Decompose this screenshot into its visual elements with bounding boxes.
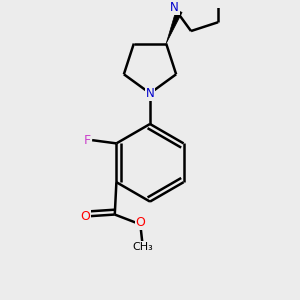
Text: O: O xyxy=(136,216,146,229)
Text: CH₃: CH₃ xyxy=(132,242,153,252)
Text: N: N xyxy=(146,87,154,100)
Polygon shape xyxy=(166,10,182,43)
Text: O: O xyxy=(81,210,91,223)
Text: N: N xyxy=(170,2,178,14)
Text: F: F xyxy=(84,134,91,147)
